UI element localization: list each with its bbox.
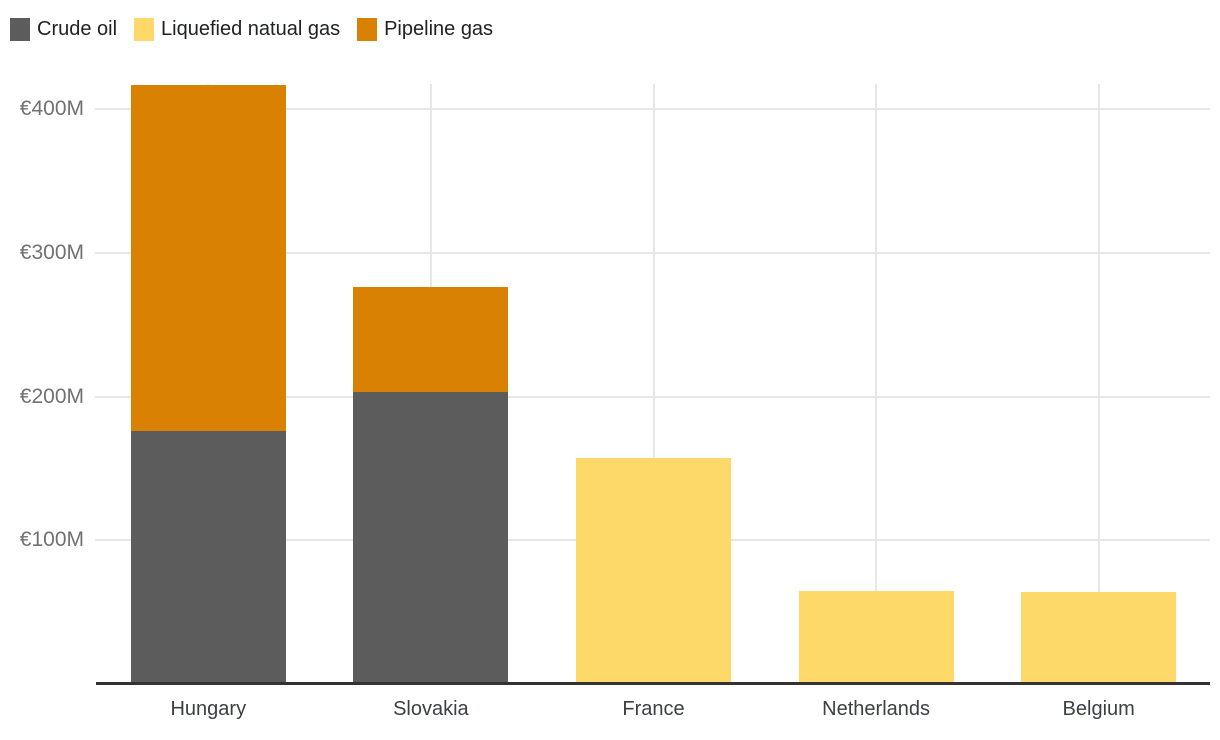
y-tick-label-200m: €200M [19, 384, 84, 408]
gridline-vertical [875, 84, 878, 684]
y-tick-label-400m: €400M [19, 97, 84, 121]
legend-item-lng: Liquefied natual gas [134, 17, 340, 41]
legend: Crude oil Liquefied natual gas Pipeline … [10, 17, 493, 41]
gridline-vertical [652, 84, 655, 684]
bar-segment-hungary-crude-oil [130, 431, 286, 684]
legend-label-pipeline-gas: Pipeline gas [384, 18, 494, 40]
bar-segment-france-liquefied-natual-gas [576, 458, 731, 684]
gridline-vertical [1097, 84, 1100, 684]
y-tick-label-100m: €100M [19, 528, 84, 552]
legend-item-pipeline-gas: Pipeline gas [357, 17, 493, 41]
x-label-slovakia: Slovakia [393, 698, 469, 720]
x-axis-line [96, 682, 1210, 685]
bar-segment-slovakia-pipeline-gas [353, 287, 509, 393]
lng-swatch-icon [134, 17, 155, 41]
legend-item-crude-oil: Crude oil [10, 17, 117, 41]
y-tick-label-300m: €300M [19, 240, 84, 264]
x-label-france: France [622, 698, 685, 720]
x-label-hungary: Hungary [170, 698, 247, 720]
legend-label-lng: Liquefied natual gas [161, 18, 341, 40]
crude-oil-swatch-icon [10, 17, 30, 41]
pipeline-gas-swatch-icon [357, 17, 378, 41]
bar-segment-slovakia-crude-oil [353, 392, 509, 684]
bar-segment-hungary-pipeline-gas [130, 84, 286, 432]
bar-segment-belgium-liquefied-natual-gas [1021, 592, 1177, 684]
legend-label-crude-oil: Crude oil [37, 18, 118, 40]
bar-segment-netherlands-liquefied-natual-gas [798, 590, 954, 684]
x-label-netherlands: Netherlands [822, 698, 931, 720]
x-label-belgium: Belgium [1062, 698, 1135, 720]
